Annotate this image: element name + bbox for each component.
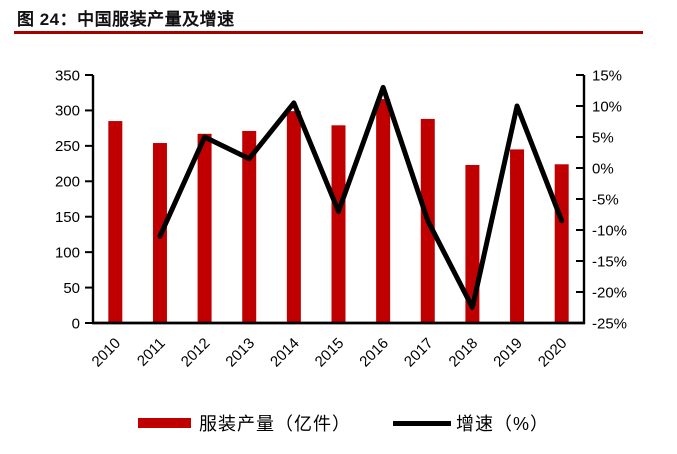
y-axis-right-label: 5% [592,129,614,146]
x-axis-label-2013: 2013 [222,335,258,371]
y-axis-right-label: -15% [592,253,627,270]
x-axis-label-2015: 2015 [312,335,348,371]
legend-bar-label: 服装产量（亿件） [199,414,351,434]
bar-2014 [286,111,301,323]
legend-bar-swatch [138,418,191,428]
y-axis-left-label: 100 [55,244,80,261]
y-axis-right-label: -20% [592,284,627,301]
x-axis-label-2020: 2020 [535,335,571,371]
bar-2015 [331,125,346,324]
y-axis-left-label: 250 [55,138,80,155]
y-axis-left-label: 200 [55,174,80,191]
y-axis-right-label: -10% [592,222,627,239]
bar-2020 [554,164,569,323]
y-axis-right-label: 10% [592,98,622,115]
x-axis-label-2010: 2010 [89,335,125,371]
x-axis-label-2012: 2012 [178,335,214,371]
bar-2019 [510,149,525,323]
y-axis-right-label: -25% [592,315,627,332]
title-accent-rule [14,31,643,34]
growth-line [157,84,565,310]
y-axis-left-label: 300 [55,103,80,120]
chart-legend: 服装产量（亿件） 增速（%） [138,410,549,436]
bar-2016 [376,99,391,323]
y-axis-right-label: 15% [592,67,622,84]
x-axis-label-2019: 2019 [490,335,526,371]
bar-2013 [242,130,257,323]
y-axis-left-label: 50 [63,280,80,297]
legend-line-swatch [393,420,451,426]
bar-2012 [197,133,212,323]
y-axis-left-label: 0 [72,315,80,332]
y-axis-left-label: 350 [55,67,80,84]
x-axis-label-2014: 2014 [267,335,303,371]
y-axis-right-label: -5% [592,191,619,208]
bar-2010 [108,121,123,323]
x-axis-label-2011: 2011 [134,335,169,370]
x-axis-label-2018: 2018 [446,335,482,371]
x-axis-label-2016: 2016 [356,335,392,371]
legend-line-label: 增速（%） [456,414,550,434]
y-axis-left-label: 150 [55,209,80,226]
x-axis-label-2017: 2017 [401,335,437,371]
figure-title: 图 24：中国服装产量及增速 [17,10,235,29]
y-axis-right-label: 0% [592,160,614,177]
